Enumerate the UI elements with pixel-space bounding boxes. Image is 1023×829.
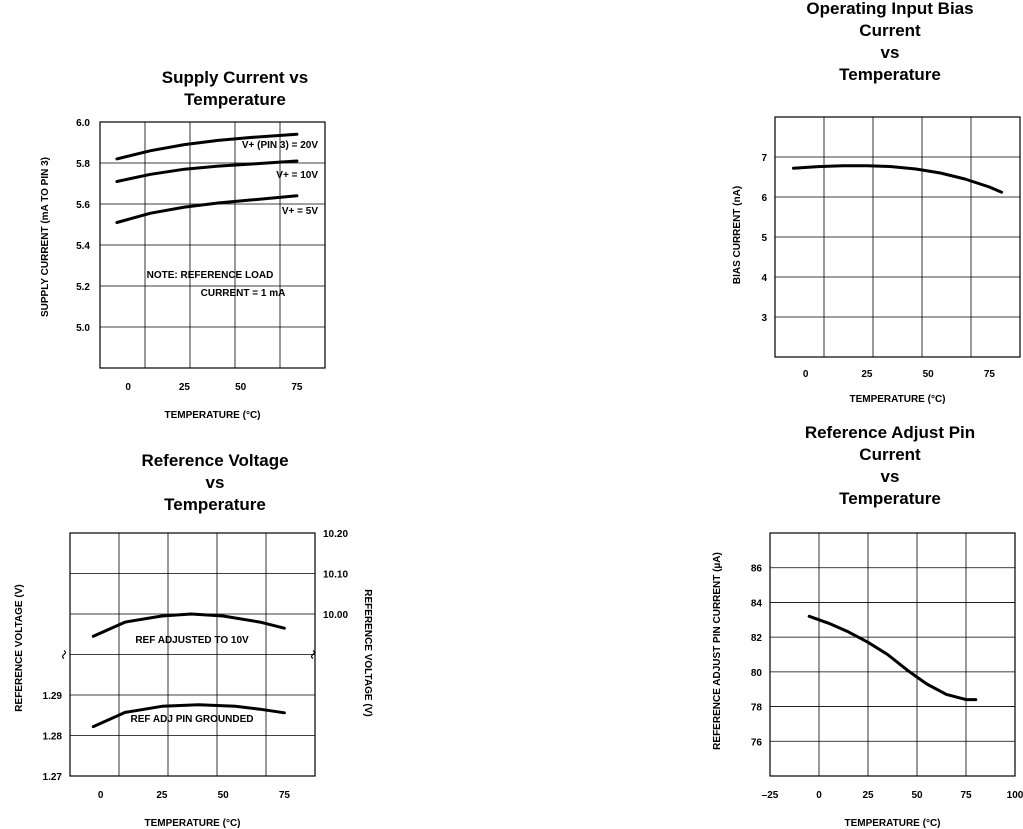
y-tick-label-right: 10.10 [323, 570, 348, 581]
series-line-3 [115, 194, 299, 224]
axis-break-right [310, 650, 316, 659]
y-tick-label: 80 [751, 668, 763, 679]
y-tick-label: 6.0 [76, 118, 90, 129]
y-tick-label: 76 [751, 737, 763, 748]
x-tick-label: –25 [762, 790, 779, 801]
y-tick-label: 82 [751, 633, 763, 644]
series-line-2 [91, 703, 286, 729]
y-tick-label: 1.29 [43, 691, 63, 702]
x-tick-label: 0 [803, 369, 809, 380]
x-tick-label: 100 [1007, 790, 1023, 801]
series-label-2: REF ADJ PIN GROUNDED [131, 714, 254, 725]
x-tick-label: 50 [218, 790, 230, 801]
y-tick-label: 84 [751, 598, 763, 609]
y-tick-label-right: 10.20 [323, 529, 348, 540]
series-line-2 [115, 159, 299, 183]
y-tick-label: 78 [751, 703, 763, 714]
x-tick-label: 25 [861, 369, 873, 380]
ref-adjust-pin-current-chart: –25 0 25 50 75 100 86 84 82 80 78 76 TEMPERATURE (°C… [712, 532, 1023, 829]
chart2-title: Operating Input Bias Current vs Temperat… [806, 0, 974, 84]
x-tick-label: 50 [923, 369, 935, 380]
bias-current-chart: 0 25 50 75 7 6 5 4 3 TEMPERATURE (°C) BIAS CURRENT… [732, 116, 1021, 405]
reference-voltage-chart: 0 25 50 75 1.29 1.28 1.27 10.20 10.10 10.00 TEMPER… [14, 529, 373, 829]
note-line-1: NOTE: REFERENCE LOAD [147, 270, 274, 281]
x-tick-label: 0 [98, 790, 104, 801]
x-tick-label: 0 [125, 382, 131, 393]
x-tick-label: 25 [862, 790, 874, 801]
series-line-1 [115, 132, 299, 161]
y-tick-label: 1.28 [43, 732, 63, 743]
x-tick-label: 50 [911, 790, 923, 801]
x-tick-label: 75 [984, 369, 996, 380]
y-axis-label: REFERENCE ADJUST PIN CURRENT (µA) [712, 552, 723, 750]
y-tick-label: 86 [751, 564, 763, 575]
y-tick-label: 1.27 [43, 772, 63, 783]
x-tick-label: 25 [179, 382, 191, 393]
series-line-1 [807, 614, 978, 702]
y-tick-label: 5.2 [76, 282, 90, 293]
series-label-1: REF ADJUSTED TO 10V [135, 635, 249, 646]
supply-current-chart: 0 25 50 75 6.0 5.8 5.6 5.4 5.2 5.0 TEMPERATURE (°C… [40, 118, 326, 420]
series-line-1 [791, 164, 1004, 194]
series-line-1 [91, 612, 286, 638]
series-label-2: V+ = 10V [276, 170, 318, 181]
x-axis-label: TEMPERATURE (°C) [844, 818, 940, 829]
y-tick-label: 5.8 [76, 159, 90, 170]
y-tick-label: 5.4 [76, 241, 90, 252]
x-tick-label: 0 [816, 790, 822, 801]
x-tick-label: 75 [291, 382, 303, 393]
x-tick-label: 75 [960, 790, 972, 801]
series-label-1: V+ (PIN 3) = 20V [242, 140, 318, 151]
y-axis-label: SUPPLY CURRENT (mA TO PIN 3) [40, 157, 51, 317]
chart3-title: Reference Voltage vs Temperature [141, 451, 289, 514]
y-tick-label: 6 [761, 193, 767, 204]
x-axis-label: TEMPERATURE (°C) [144, 818, 240, 829]
x-tick-label: 50 [235, 382, 247, 393]
y-tick-label: 7 [761, 153, 767, 164]
series-label-3: V+ = 5V [282, 206, 318, 217]
y-axis-label: BIAS CURRENT (nA) [732, 186, 743, 284]
x-axis-label: TEMPERATURE (°C) [849, 394, 945, 405]
axis-break-left [61, 650, 67, 659]
plot-frame [769, 532, 1016, 777]
y-tick-label-right: 10.00 [323, 610, 348, 621]
y-tick-label: 5 [761, 233, 767, 244]
y-axis-label: REFERENCE VOLTAGE (V) [14, 584, 25, 711]
y-axis-label-right: REFERENCE VOLTAGE (V) [362, 589, 373, 716]
note-line-2: CURRENT = 1 mA [201, 288, 286, 299]
x-tick-label: 75 [279, 790, 291, 801]
x-tick-label: 25 [156, 790, 168, 801]
y-tick-label: 5.6 [76, 200, 90, 211]
y-tick-label: 5.0 [76, 323, 90, 334]
y-tick-label: 3 [761, 313, 767, 324]
y-tick-label: 4 [761, 273, 767, 284]
x-axis-label: TEMPERATURE (°C) [164, 410, 260, 420]
chart4-title: Reference Adjust Pin Current vs Temperat… [804, 423, 976, 508]
chart1-title: Supply Current vs Temperature [161, 68, 309, 109]
